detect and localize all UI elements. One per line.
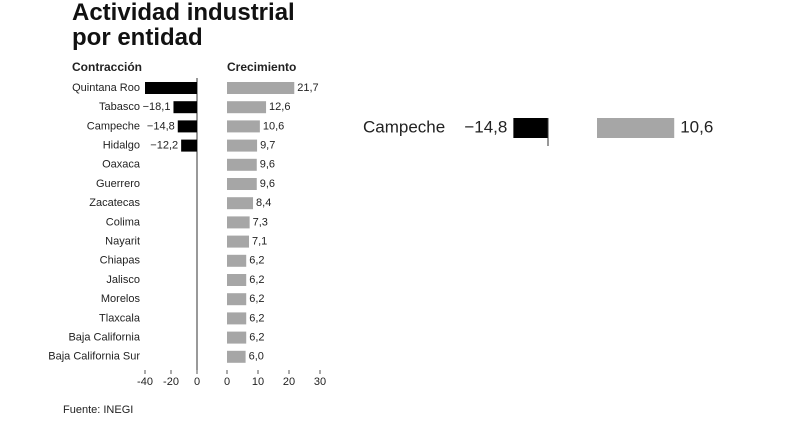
- bar: [227, 293, 247, 306]
- value-label: 9,6: [260, 178, 275, 190]
- bar: [227, 178, 257, 190]
- category-label: Nayarit: [105, 236, 140, 248]
- value-label: −14,8: [147, 120, 175, 132]
- value-label: 6,2: [249, 255, 264, 267]
- x-tick-label: -20: [163, 376, 179, 388]
- bar: [227, 350, 246, 363]
- category-label: Quintana Roo: [72, 82, 140, 94]
- panel-title: Contracción: [72, 60, 142, 74]
- category-label: Guerrero: [96, 178, 140, 190]
- category-label: Jalisco: [106, 274, 140, 286]
- x-tick-label: -40: [137, 376, 153, 388]
- value-label: 6,2: [249, 274, 264, 286]
- callout-value: −14,8: [464, 117, 507, 136]
- value-label: 9,6: [260, 159, 275, 171]
- bar: [227, 158, 257, 171]
- value-label: 7,1: [252, 236, 267, 248]
- x-tick-label: 30: [314, 376, 326, 388]
- value-label: 6,2: [249, 293, 264, 305]
- category-label: Tabasco: [99, 101, 140, 113]
- category-label: Baja California Sur: [48, 351, 140, 363]
- callout-bar: [597, 118, 675, 138]
- value-label: 12,6: [269, 101, 290, 113]
- value-label: 9,7: [260, 140, 275, 152]
- panel-title: Crecimiento: [227, 60, 296, 74]
- bar: [227, 312, 247, 325]
- x-tick-label: 20: [283, 376, 295, 388]
- category-label: Hidalgo: [103, 140, 140, 152]
- bar: [227, 331, 247, 344]
- value-label: 6,2: [249, 332, 264, 344]
- bar: [227, 254, 247, 267]
- callout-bar: [513, 118, 548, 138]
- value-label: 10,6: [263, 120, 284, 132]
- value-label: 7,3: [253, 216, 268, 228]
- category-label: Chiapas: [100, 255, 141, 267]
- x-tick-label: 10: [252, 376, 264, 388]
- bar: [173, 101, 197, 114]
- value-label: 21,7: [297, 82, 318, 94]
- category-label: Baja California: [68, 332, 140, 344]
- value-label: 6,2: [249, 312, 264, 324]
- category-label: Tlaxcala: [99, 312, 141, 324]
- value-label: 6,0: [249, 351, 264, 363]
- category-label: Zacatecas: [89, 197, 140, 209]
- callout-category: Campeche: [363, 117, 445, 136]
- category-label: Campeche: [87, 120, 140, 132]
- bar: [181, 139, 197, 152]
- category-label: Morelos: [101, 293, 141, 305]
- value-label: −18,1: [143, 101, 171, 113]
- category-label: Oaxaca: [102, 159, 141, 171]
- bar: [177, 120, 197, 133]
- bar: [227, 274, 247, 286]
- source: Fuente: INEGI: [63, 404, 133, 416]
- value-label: −12,2: [150, 140, 178, 152]
- bar: [227, 139, 258, 152]
- bar: [227, 82, 295, 94]
- callout-value: 10,6: [680, 117, 713, 136]
- chart-title: Actividad industrial por entidad: [72, 0, 295, 51]
- category-label: Colima: [106, 216, 141, 228]
- bar: [227, 101, 267, 114]
- bar: [227, 120, 260, 133]
- bar: [227, 216, 250, 229]
- x-tick-label: 0: [224, 376, 230, 388]
- bar: [227, 235, 250, 248]
- value-label: 8,4: [256, 197, 271, 209]
- x-tick-label: 0: [194, 376, 200, 388]
- bar: [227, 197, 254, 210]
- bar: [145, 82, 197, 94]
